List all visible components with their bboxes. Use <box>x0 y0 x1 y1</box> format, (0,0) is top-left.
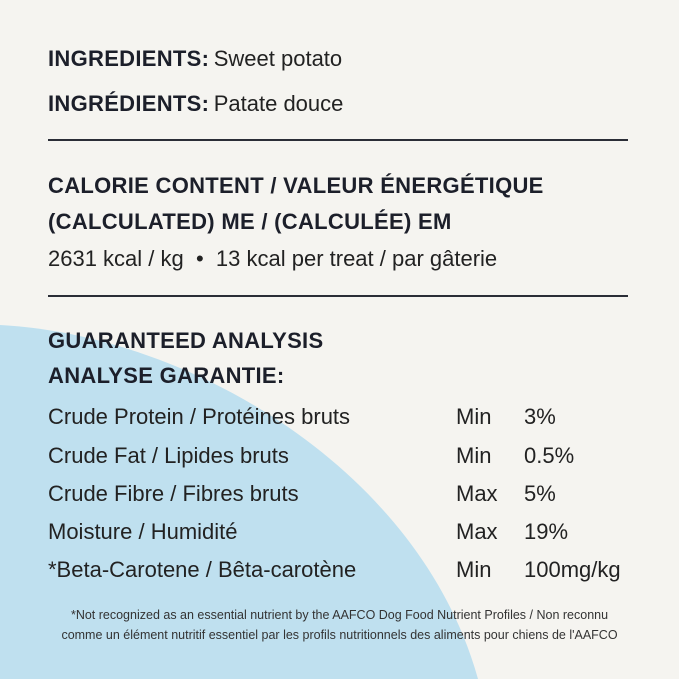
value: 19% <box>524 519 569 544</box>
nutrient: *Beta-Carotene / Bêta-carotène <box>48 557 357 582</box>
nutrient: Crude Fibre / Fibres bruts <box>48 481 299 506</box>
nutrient: Moisture / Humidité <box>48 519 238 544</box>
qualifier: Min <box>456 443 492 468</box>
ingredients-fr: INGRÉDIENTS: Patate douce <box>48 91 343 117</box>
value: 100mg/kg <box>524 557 621 582</box>
calorie-values: 2631 kcal / kg • 13 kcal per treat / par… <box>48 246 498 271</box>
qualifier: Min <box>456 557 492 582</box>
nutrient: Crude Protein / Protéines bruts <box>48 404 351 429</box>
value: 3% <box>524 404 556 429</box>
calorie-heading-2: (CALCULATED) ME / (CALCULÉE) EM <box>48 209 452 234</box>
ingredients-value: Sweet potato <box>213 46 343 71</box>
ingredients-label-fr: INGRÉDIENTS: <box>48 91 210 116</box>
ingredients-label: INGREDIENTS: <box>48 46 210 71</box>
value: 5% <box>524 481 556 506</box>
footnote-line-1: *Not recognized as an essential nutrient… <box>70 608 609 622</box>
analysis-heading-2: ANALYSE GARANTIE: <box>48 363 285 388</box>
divider <box>48 295 628 297</box>
divider <box>48 139 628 141</box>
ingredients-value-fr: Patate douce <box>213 91 344 116</box>
value: 0.5% <box>524 443 575 468</box>
qualifier: Max <box>456 481 498 506</box>
qualifier: Min <box>456 404 492 429</box>
ingredients-en: INGREDIENTS: Sweet potato <box>48 46 342 72</box>
qualifier: Max <box>456 519 498 544</box>
calorie-heading-1: CALORIE CONTENT / VALEUR ÉNERGÉTIQUE <box>48 173 544 198</box>
nutrient: Crude Fat / Lipides bruts <box>48 443 289 468</box>
footnote-line-2: comme un élément nutritif essentiel par … <box>61 628 618 642</box>
analysis-heading-1: GUARANTEED ANALYSIS <box>48 328 324 353</box>
footnote: *Not recognized as an essential nutrient… <box>0 605 679 645</box>
